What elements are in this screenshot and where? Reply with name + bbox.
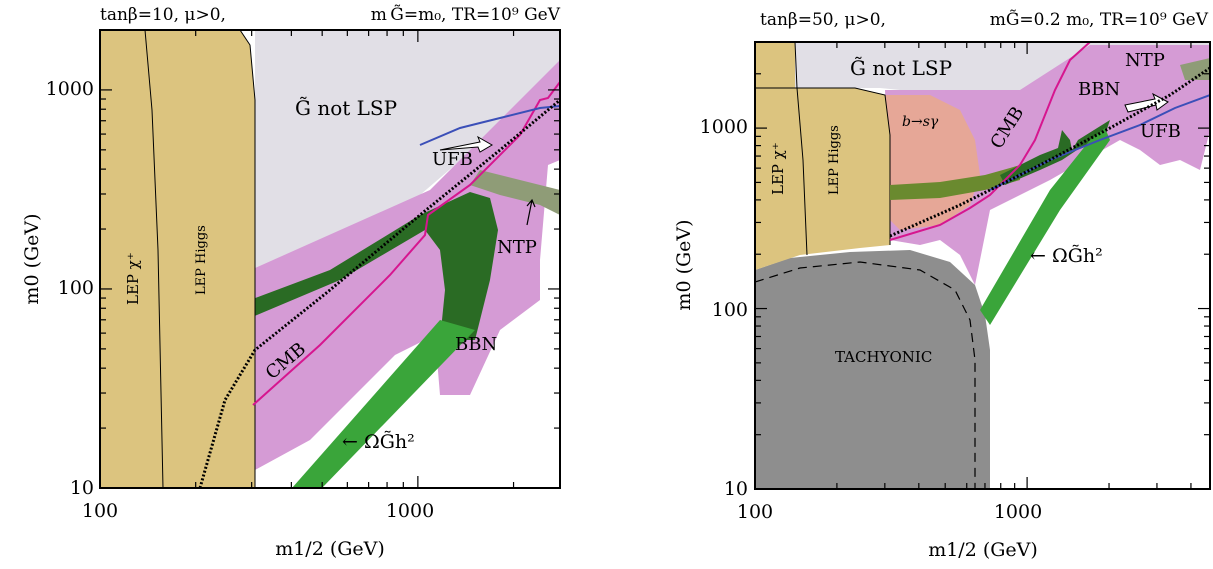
left-label-relic: ← ΩG̃h² [342, 431, 415, 453]
right-region-tachyonic [755, 250, 990, 489]
left-label-bbn: BBN [455, 334, 497, 355]
left-header-right: m G̃=m₀, TR=10⁹ GeV [371, 5, 561, 25]
right-region-lep [755, 42, 890, 270]
right-line-lep-chi [794, 42, 808, 256]
left-header-left: tanβ=10, μ>0, [100, 5, 226, 25]
left-line-lep-higgs [239, 30, 256, 488]
left-region-lep [100, 30, 255, 488]
right-label-relic: ← ΩG̃h² [1030, 245, 1103, 267]
left-ylabel: m0 (GeV) [21, 213, 43, 304]
right-xlabel: m1/2 (GeV) [928, 539, 1038, 561]
right-header-left: tanβ=50, μ>0, [760, 10, 886, 30]
right-plot-frame [754, 41, 1211, 490]
right-label-bbn: BBN [1078, 79, 1120, 100]
left-region-ntp [470, 170, 560, 215]
left-line-lsp-boundary [198, 98, 560, 488]
left-plot-frame [99, 29, 561, 489]
left-label-ntp: NTP [497, 237, 537, 258]
right-ytick-10: 10 [724, 478, 748, 500]
left-region-relic-dark [250, 192, 498, 340]
left-line-ufb [419, 105, 560, 146]
left-ytick-10: 10 [70, 477, 94, 499]
right-label-lep-chi: LEP χ⁺ [769, 142, 787, 195]
right-line-lsp-boundary [889, 66, 1210, 238]
right-header-right: mG̃=0.2 m₀, TR=10⁹ GeV [990, 10, 1209, 30]
right-line-cmb [889, 42, 1091, 241]
left-label-not-lsp: G̃ not LSP [295, 96, 397, 120]
right-ytick-100: 100 [712, 299, 748, 321]
left-xlabel: m1/2 (GeV) [275, 538, 385, 560]
left-label-ufb: UFB [432, 149, 473, 170]
right-line-tachyonic-dashed [755, 261, 976, 489]
left-arrow-ufb [439, 135, 493, 153]
right-region-relic-olive [890, 165, 1020, 200]
right-xtick-100: 100 [737, 501, 773, 523]
left-arrow-ntp [526, 198, 536, 226]
left-region-gravitino-not-lsp [100, 30, 560, 268]
left-label-lep-higgs: LEP Higgs [194, 225, 209, 295]
left-ytick-100: 100 [58, 277, 94, 299]
right-label-lep-higgs: LEP Higgs [827, 125, 842, 195]
left-ytick-1000: 1000 [46, 78, 94, 100]
left-region-relic-green [292, 320, 475, 488]
right-ytick-1000: 1000 [700, 116, 748, 138]
left-line-cmb [252, 81, 560, 406]
right-ylabel: m0 (GeV) [673, 219, 695, 310]
left-line-lep-chi [144, 30, 164, 488]
left-axis-ticks [99, 29, 560, 489]
right-region-relic-green [980, 128, 1110, 325]
left-chart: ← ΩG̃h² G̃ not LSP UFB NTP CMB BBN LEP χ… [21, 5, 561, 560]
right-label-bsg: b→sγ [902, 114, 939, 130]
left-xtick-100: 100 [82, 500, 118, 522]
right-axis-ticks [754, 41, 1210, 490]
right-arrow-ufb [1124, 92, 1169, 113]
right-label-not-lsp: G̃ not LSP [850, 56, 952, 80]
right-line-lep-higgs [755, 87, 891, 245]
right-chart: G̃ not LSP b→sγ CMB BBN NTP UFB ← ΩG̃h² … [673, 10, 1211, 561]
right-label-ufb: UFB [1140, 121, 1181, 142]
right-label-tachyonic: TACHYONIC [835, 348, 932, 366]
left-xtick-1000: 1000 [386, 500, 434, 522]
right-xtick-1000: 1000 [994, 501, 1042, 523]
left-label-lep-chi: LEP χ⁺ [124, 252, 142, 305]
right-label-ntp: NTP [1125, 50, 1165, 71]
right-region-relic-dark [1000, 120, 1110, 185]
